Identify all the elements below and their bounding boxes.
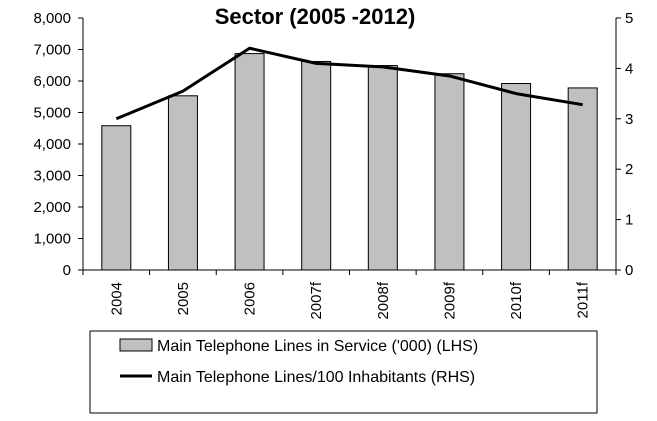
y-left-tick-label: 4,000 bbox=[33, 136, 71, 153]
y-right-tick-label: 1 bbox=[625, 212, 633, 229]
legend-label-line: Main Telephone Lines/100 Inhabitants (RH… bbox=[157, 369, 475, 386]
y-left-tick-label: 3,000 bbox=[33, 168, 71, 185]
legend-swatch-bar bbox=[119, 338, 153, 352]
bar bbox=[101, 125, 132, 271]
y-right-tick-label: 4 bbox=[625, 60, 633, 77]
bar bbox=[367, 65, 398, 271]
bar bbox=[301, 60, 332, 271]
y-left-tick-label: 1,000 bbox=[33, 231, 71, 248]
bar bbox=[234, 53, 265, 271]
x-tick-label: 2004 bbox=[108, 282, 125, 315]
y-left-tick-label: 0 bbox=[63, 262, 71, 279]
x-tick-label: 2006 bbox=[242, 282, 259, 315]
bar bbox=[167, 95, 198, 271]
y-right-tick-label: 0 bbox=[625, 262, 633, 279]
y-left-tick-label: 2,000 bbox=[33, 199, 71, 216]
legend-label-bar: Main Telephone Lines in Service ('000) (… bbox=[157, 338, 478, 355]
legend-box bbox=[89, 330, 598, 414]
bar bbox=[501, 83, 532, 271]
plot-area: 0 1,000 2,000 3,000 4,000 5,000 6,000 7,000 8,00… bbox=[33, 10, 633, 320]
x-tick-label: 2008f bbox=[375, 281, 392, 319]
y-right-tick-label: 2 bbox=[625, 161, 633, 178]
x-tick-label: 2009f bbox=[441, 281, 458, 319]
x-tick-label: 2011f bbox=[575, 281, 592, 318]
x-tick-label: 2010f bbox=[508, 281, 525, 319]
x-tick-label: 2007f bbox=[308, 281, 325, 319]
chart-title: Sector (2005 -2012) bbox=[215, 4, 416, 29]
y-left-tick-label: 8,000 bbox=[33, 10, 71, 27]
y-left-tick-label: 5,000 bbox=[33, 105, 71, 122]
y-left-tick-label: 7,000 bbox=[33, 42, 71, 59]
y-left-tick-label: 6,000 bbox=[33, 73, 71, 90]
y-right-tick-label: 5 bbox=[625, 10, 633, 27]
y-right-tick-label: 3 bbox=[625, 111, 633, 128]
x-tick-label: 2005 bbox=[175, 282, 192, 315]
legend: Main Telephone Lines in Service ('000) (… bbox=[89, 330, 598, 414]
bar bbox=[567, 87, 598, 271]
bar bbox=[434, 73, 465, 271]
line-series bbox=[115, 46, 583, 121]
